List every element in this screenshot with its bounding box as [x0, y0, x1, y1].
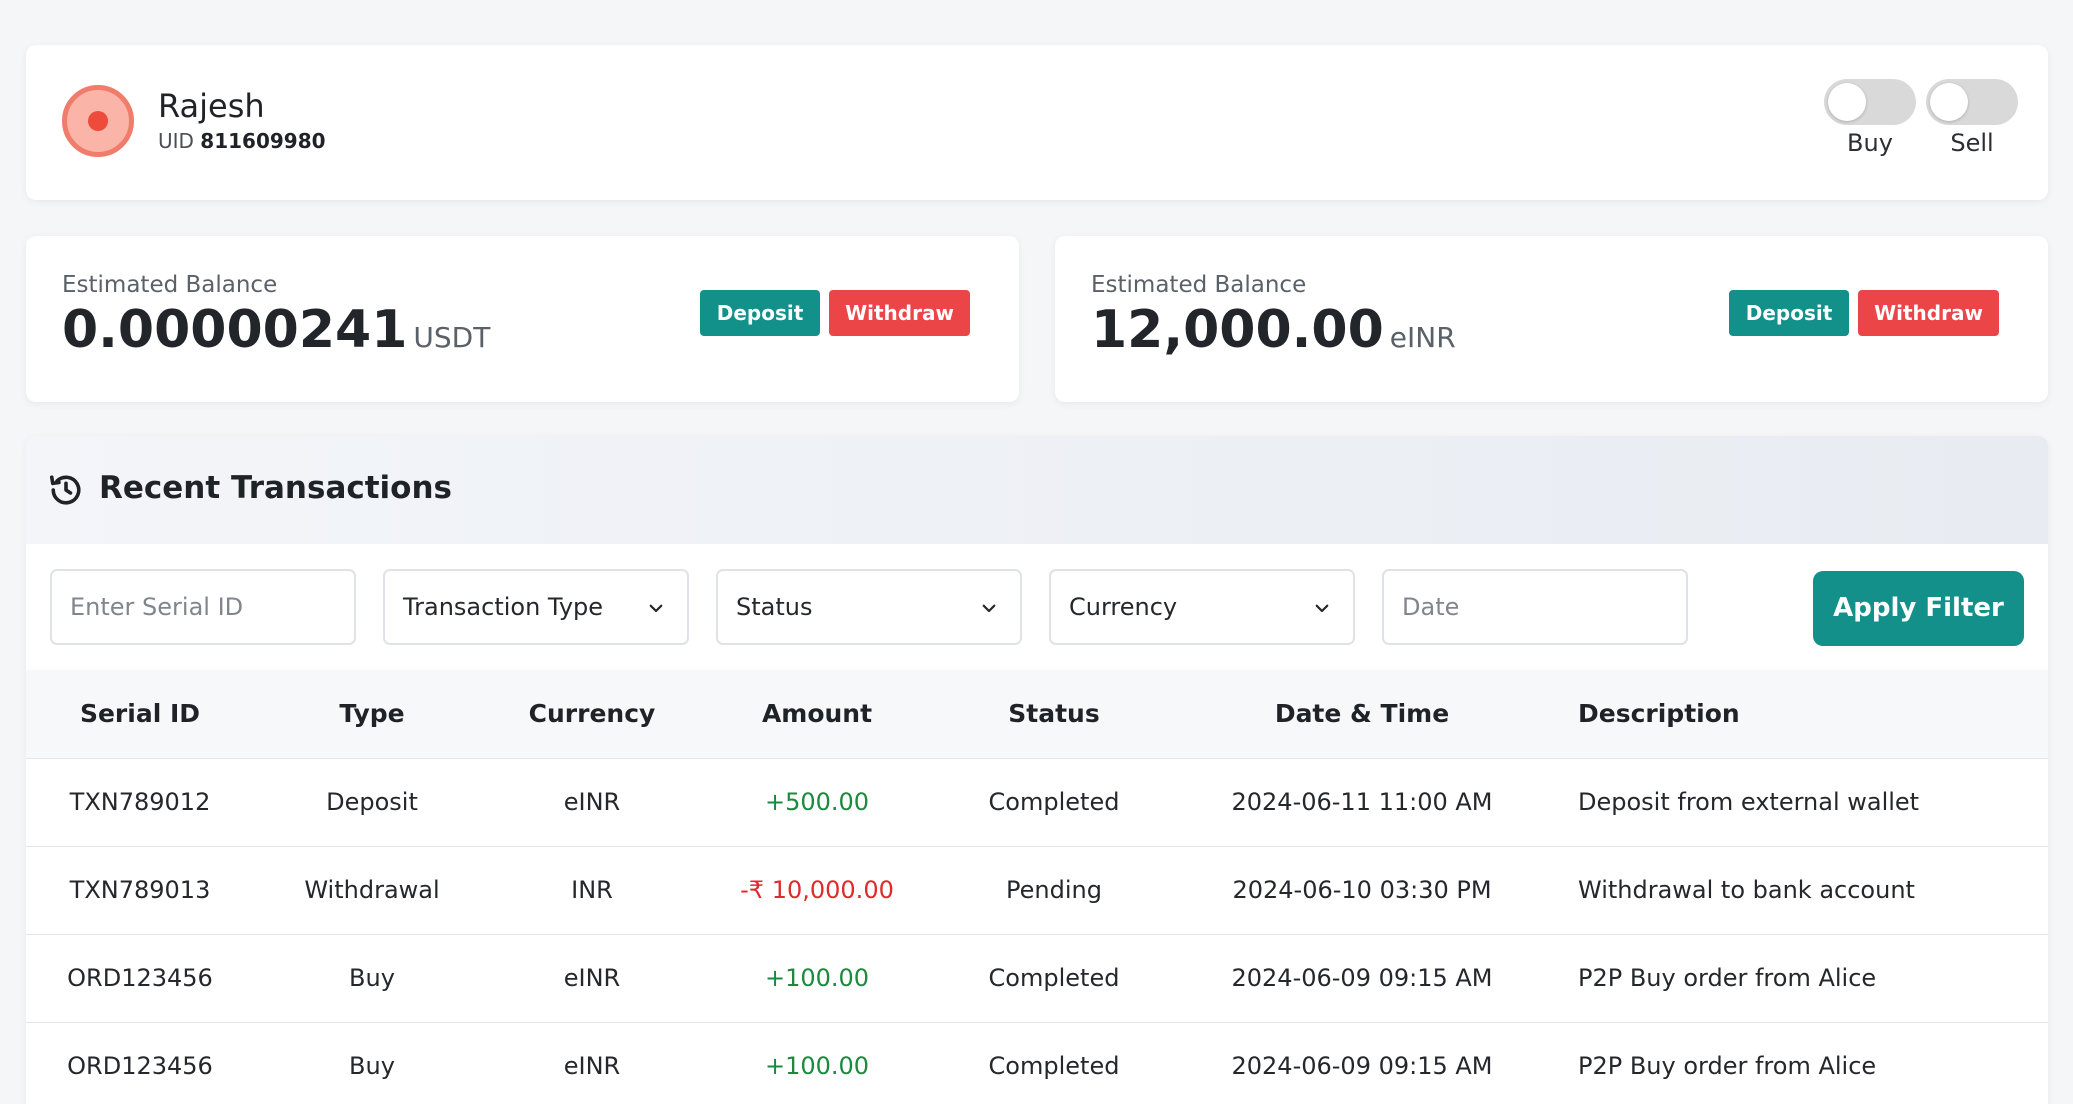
withdraw-button[interactable]: Withdraw: [829, 290, 970, 336]
profile-card: Rajesh UID 811609980 Buy Sell: [26, 45, 2048, 200]
balance-card-usdt: Estimated Balance 0.00000241 USDT Deposit…: [26, 236, 1019, 402]
cell-currency: eINR: [563, 1052, 621, 1080]
buy-toggle-knob: [1828, 83, 1866, 121]
transactions-header: Recent Transactions: [26, 436, 2048, 544]
cell-currency: eINR: [563, 788, 621, 816]
balance-amount: 0.00000241: [62, 300, 408, 360]
cell-currency: INR: [571, 876, 613, 904]
balance-value: 0.00000241 USDT: [62, 300, 490, 360]
history-icon: [49, 475, 81, 505]
table-row[interactable]: TXN789012 Deposit eINR +500.00 Completed…: [26, 759, 2048, 847]
user-uid: UID 811609980: [158, 129, 326, 153]
cell-status: Completed: [988, 1052, 1120, 1080]
cell-type: Buy: [349, 964, 395, 992]
column-header-type[interactable]: Type: [339, 699, 405, 728]
cell-serial-id: TXN789012: [69, 788, 211, 816]
cell-serial-id: TXN789013: [69, 876, 211, 904]
cell-status: Pending: [1006, 876, 1102, 904]
chevron-down-icon: [982, 604, 996, 613]
serial-id-input[interactable]: Enter Serial ID: [50, 569, 356, 645]
table-header: Serial ID Type Currency Amount Status Da…: [26, 670, 2048, 759]
cell-amount: +100.00: [764, 1052, 870, 1080]
recent-transactions-card: Recent Transactions Enter Serial ID Tran…: [26, 436, 2048, 1104]
column-header-amount[interactable]: Amount: [761, 699, 873, 728]
avatar[interactable]: [62, 85, 134, 157]
buy-toggle[interactable]: [1824, 79, 1916, 125]
deposit-button[interactable]: Deposit: [1729, 290, 1849, 336]
balance-amount: 12,000.00: [1091, 300, 1384, 360]
cell-date-time: 2024-06-09 09:15 AM: [1231, 964, 1493, 992]
chevron-down-icon: [649, 604, 663, 613]
currency-select[interactable]: Currency: [1049, 569, 1355, 645]
chevron-down-icon: [1315, 604, 1329, 613]
table-row[interactable]: ORD123456 Buy eINR +100.00 Completed 202…: [26, 1023, 2048, 1104]
cell-amount: +100.00: [764, 964, 870, 992]
apply-filter-button[interactable]: Apply Filter: [1813, 571, 2024, 646]
status-label: Status: [736, 593, 813, 621]
table-row[interactable]: TXN789013 Withdrawal INR -₹ 10,000.00 Pe…: [26, 847, 2048, 935]
column-header-date-time[interactable]: Date & Time: [1274, 699, 1450, 728]
cell-date-time: 2024-06-11 11:00 AM: [1231, 788, 1493, 816]
transactions-title: Recent Transactions: [99, 470, 453, 506]
cell-serial-id: ORD123456: [67, 1052, 213, 1080]
balance-unit: eINR: [1389, 321, 1456, 354]
cell-date-time: 2024-06-10 03:30 PM: [1232, 876, 1492, 904]
column-header-status[interactable]: Status: [1008, 699, 1100, 728]
cell-status: Completed: [988, 788, 1120, 816]
date-input[interactable]: Date: [1382, 569, 1688, 645]
column-header-serial-id[interactable]: Serial ID: [79, 699, 201, 728]
balance-label: Estimated Balance: [62, 272, 278, 298]
sell-toggle-knob: [1930, 83, 1968, 121]
buy-toggle-label: Buy: [1847, 129, 1893, 157]
balance-unit: USDT: [413, 321, 491, 354]
cell-type: Deposit: [326, 788, 418, 816]
balance-value: 12,000.00 eINR: [1091, 300, 1456, 360]
balance-label: Estimated Balance: [1091, 272, 1307, 298]
uid-label: UID: [158, 129, 194, 153]
cell-amount: -₹ 10,000.00: [740, 876, 894, 904]
balance-card-einr: Estimated Balance 12,000.00 eINR Deposit …: [1055, 236, 2048, 402]
cell-description: P2P Buy order from Alice: [1578, 1052, 1877, 1080]
transaction-type-select[interactable]: Transaction Type: [383, 569, 689, 645]
currency-label: Currency: [1069, 593, 1178, 621]
sell-toggle[interactable]: [1926, 79, 2018, 125]
buy-toggle-group: Buy: [1820, 79, 1920, 157]
cell-currency: eINR: [563, 964, 621, 992]
cell-type: Withdrawal: [304, 876, 440, 904]
withdraw-button[interactable]: Withdraw: [1858, 290, 1999, 336]
sell-toggle-group: Sell: [1922, 79, 2022, 157]
table-row[interactable]: ORD123456 Buy eINR +100.00 Completed 202…: [26, 935, 2048, 1023]
cell-description: P2P Buy order from Alice: [1578, 964, 1877, 992]
filter-bar: [26, 544, 2048, 670]
cell-description: Deposit from external wallet: [1578, 788, 1920, 816]
column-header-currency[interactable]: Currency: [528, 699, 656, 728]
deposit-button[interactable]: Deposit: [700, 290, 820, 336]
cell-serial-id: ORD123456: [67, 964, 213, 992]
cell-date-time: 2024-06-09 09:15 AM: [1231, 1052, 1493, 1080]
cell-status: Completed: [988, 964, 1120, 992]
sell-toggle-label: Sell: [1950, 129, 1994, 157]
uid-value: 811609980: [200, 129, 326, 153]
cell-type: Buy: [349, 1052, 395, 1080]
cell-amount: +500.00: [764, 788, 870, 816]
cell-description: Withdrawal to bank account: [1578, 876, 1915, 904]
avatar-dot: [88, 111, 108, 131]
user-name: Rajesh: [158, 87, 265, 125]
transaction-type-label: Transaction Type: [403, 593, 604, 621]
column-header-description[interactable]: Description: [1578, 699, 1740, 728]
status-select[interactable]: Status: [716, 569, 1022, 645]
